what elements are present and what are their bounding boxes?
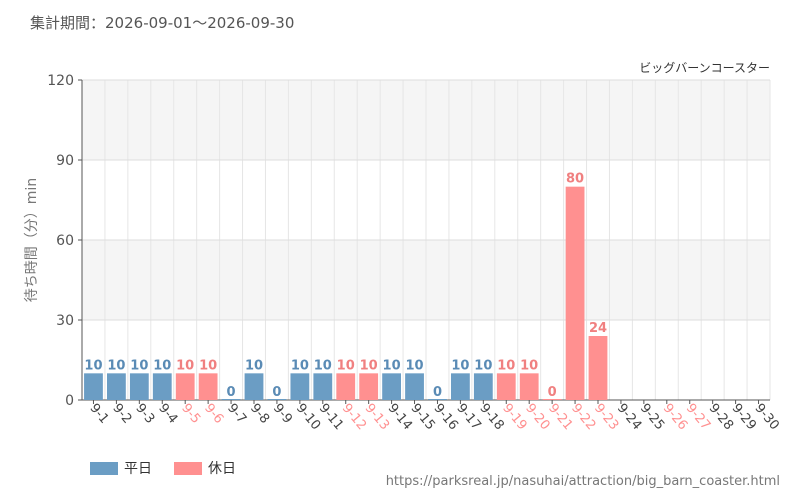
data-label-9-7: 0 (227, 385, 236, 400)
period-caption: 集計期間：2026-09-01～2026-09-30 (30, 12, 294, 33)
x-tick-label-9-24: 9-24 (614, 401, 644, 433)
legend-label-holiday: 休日 (208, 461, 236, 477)
data-label-9-20: 10 (520, 358, 538, 373)
data-label-9-16: 0 (433, 385, 442, 400)
x-tick-label-9-5: 9-5 (178, 401, 203, 427)
x-tick-label-9-9: 9-9 (270, 401, 295, 427)
source-url[interactable]: https://parksreal.jp/nasuhai/attraction/… (385, 474, 780, 489)
data-label-9-1: 10 (84, 358, 102, 373)
legend-swatch-holiday (174, 461, 202, 475)
data-label-9-19: 10 (497, 358, 515, 373)
data-label-9-8: 10 (245, 358, 263, 373)
bar-9-12 (336, 373, 356, 400)
x-tick-label-9-10: 9-10 (293, 401, 323, 433)
legend: 平日 休日 (90, 458, 236, 478)
data-label-9-14: 10 (383, 358, 401, 373)
legend-item-weekday: 平日 (90, 458, 152, 478)
y-axis-label: 待ち時間（分）min (24, 178, 40, 302)
x-tick-label-9-14: 9-14 (385, 401, 415, 433)
data-label-9-17: 10 (451, 358, 469, 373)
x-tick-label-9-23: 9-23 (591, 401, 621, 433)
bar-9-6 (198, 373, 218, 400)
x-tick-label-9-28: 9-28 (706, 401, 736, 433)
x-tick-label-9-25: 9-25 (637, 401, 667, 433)
data-label-9-23: 24 (589, 321, 607, 336)
data-label-9-18: 10 (474, 358, 492, 373)
data-label-9-6: 10 (199, 358, 217, 373)
x-tick-label-9-21: 9-21 (545, 401, 575, 433)
bar-9-4 (152, 373, 172, 400)
period-range: 2026-09-01～2026-09-30 (105, 14, 295, 32)
x-tick-label-9-18: 9-18 (476, 401, 506, 433)
data-label-9-12: 10 (337, 358, 355, 373)
data-label-9-5: 10 (176, 358, 194, 373)
y-tick-label: 0 (65, 393, 74, 409)
data-label-9-9: 0 (272, 385, 281, 400)
bar-9-7 (221, 399, 241, 400)
data-label-9-22: 80 (566, 172, 584, 187)
y-tick-label: 90 (56, 153, 74, 169)
x-tick-label-9-15: 9-15 (407, 401, 437, 433)
data-label-9-13: 10 (360, 358, 378, 373)
data-label-9-11: 10 (314, 358, 332, 373)
data-label-9-15: 10 (405, 358, 423, 373)
bar-9-10 (290, 373, 310, 400)
bar-9-14 (382, 373, 402, 400)
bar-9-11 (313, 373, 333, 400)
period-label: 集計期間： (30, 14, 106, 32)
y-tick-label: 120 (47, 73, 74, 89)
legend-item-holiday: 休日 (174, 458, 236, 478)
bar-9-21 (542, 399, 562, 400)
bar-9-16 (428, 399, 447, 400)
x-tick-label-9-20: 9-20 (522, 401, 552, 433)
bar-9-22 (565, 186, 585, 400)
data-label-9-3: 10 (130, 358, 148, 373)
x-tick-label-9-26: 9-26 (660, 401, 690, 433)
bar-9-15 (405, 373, 424, 400)
x-tick-label-9-16: 9-16 (430, 401, 460, 433)
x-tick-label-9-11: 9-11 (316, 401, 346, 433)
data-label-9-4: 10 (153, 358, 171, 373)
bar-9-17 (450, 373, 470, 400)
legend-swatch-weekday (90, 461, 118, 475)
bar-9-9 (267, 399, 287, 400)
bar-9-23 (588, 336, 608, 400)
x-tick-label-9-4: 9-4 (155, 401, 180, 427)
bar-9-18 (473, 373, 493, 400)
data-label-9-2: 10 (107, 358, 125, 373)
chart-subtitle: ビッグバーンコースター (639, 61, 770, 75)
x-tick-label-9-19: 9-19 (499, 401, 529, 433)
bar-9-8 (244, 373, 264, 400)
x-tick-label-9-13: 9-13 (362, 401, 392, 433)
x-tick-label-9-1: 9-1 (86, 401, 111, 427)
bar-9-20 (519, 373, 539, 400)
legend-label-weekday: 平日 (124, 461, 152, 477)
bar-9-13 (359, 373, 379, 400)
x-tick-label-9-3: 9-3 (132, 401, 157, 427)
data-label-9-10: 10 (291, 358, 309, 373)
bar-9-1 (84, 373, 103, 400)
bar-9-3 (129, 373, 149, 400)
x-tick-label-9-8: 9-8 (247, 401, 272, 427)
bar-9-2 (106, 373, 126, 400)
x-tick-label-9-27: 9-27 (683, 401, 713, 433)
y-tick-label: 30 (56, 313, 74, 329)
bar-9-19 (496, 373, 516, 400)
data-label-9-21: 0 (548, 385, 557, 400)
y-tick-label: 60 (56, 233, 74, 249)
x-tick-label-9-7: 9-7 (224, 401, 249, 427)
x-tick-label-9-6: 9-6 (201, 401, 226, 427)
x-tick-label-9-17: 9-17 (453, 401, 483, 433)
x-tick-label-9-30: 9-30 (751, 401, 781, 433)
x-tick-label-9-22: 9-22 (568, 401, 598, 433)
x-tick-label-9-12: 9-12 (339, 401, 369, 433)
x-tick-label-9-29: 9-29 (729, 401, 759, 433)
bar-9-5 (175, 373, 195, 400)
x-tick-label-9-2: 9-2 (109, 401, 134, 427)
